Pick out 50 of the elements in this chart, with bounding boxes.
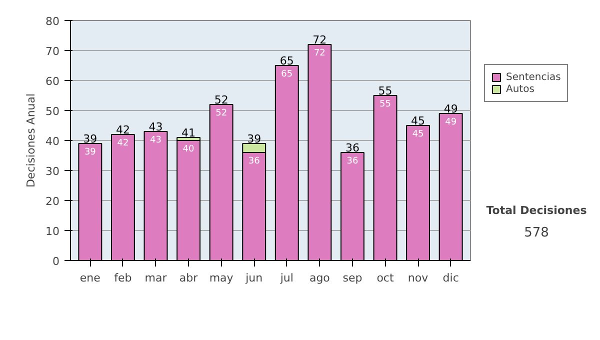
x-tick-label: feb [114, 272, 132, 284]
x-tick-label: abr [179, 272, 198, 284]
legend-label: Sentencias [506, 71, 561, 83]
total-label: 65 [280, 54, 294, 68]
x-tick-label: nov [408, 272, 429, 284]
y-tick-label: 20 [46, 195, 60, 208]
data-label: 36 [346, 156, 358, 166]
y-axis-title: Decisiones Anual [24, 93, 38, 188]
y-tick-label: 10 [46, 225, 60, 238]
total-label: 39 [247, 132, 262, 146]
total-label: 55 [378, 84, 392, 98]
total-label: 36 [345, 142, 360, 154]
data-label: 40 [182, 144, 195, 154]
text: 578 [524, 226, 549, 240]
data-label: 36 [248, 156, 260, 166]
y-tick-label: 50 [46, 105, 60, 118]
legend-label: Autos [506, 83, 534, 95]
total-label: 42 [116, 124, 130, 136]
data-label: 65 [281, 70, 293, 80]
x-tick-label: mar [144, 272, 168, 284]
total-label: 45 [411, 114, 426, 128]
y-tick-label: 70 [46, 45, 60, 58]
data-label: 55 [380, 100, 391, 110]
x-tick-label: may [209, 272, 234, 284]
x-tick-label: jun [244, 272, 263, 284]
data-label: 49 [445, 118, 457, 128]
total-label: 43 [148, 120, 163, 134]
total-label: 52 [214, 94, 228, 106]
data-label: 43 [150, 136, 162, 146]
data-label: 52 [216, 108, 228, 118]
x-tick-label: dic [442, 272, 459, 284]
total-label: 72 [312, 34, 327, 46]
data-label: 42 [117, 138, 129, 148]
x-tick-label: sep [342, 272, 362, 284]
data-label: 39 [84, 148, 96, 158]
x-tick-label: ago [309, 272, 330, 284]
y-tick-label: 80 [46, 15, 60, 28]
total-label: 39 [83, 132, 98, 146]
total-label: 49 [444, 102, 458, 116]
text: Total Decisiones [486, 204, 588, 217]
y-tick-label: 40 [46, 135, 60, 148]
data-label: 72 [314, 48, 326, 58]
y-tick-label: 60 [46, 75, 60, 88]
x-tick-label: ene [80, 272, 101, 284]
y-tick-label: 0 [52, 255, 60, 268]
y-tick-label: 30 [46, 165, 60, 178]
data-label: 45 [412, 130, 424, 140]
x-tick-label: oct [376, 272, 394, 284]
total-label: 41 [182, 126, 196, 140]
x-tick-label: jul [279, 272, 294, 284]
